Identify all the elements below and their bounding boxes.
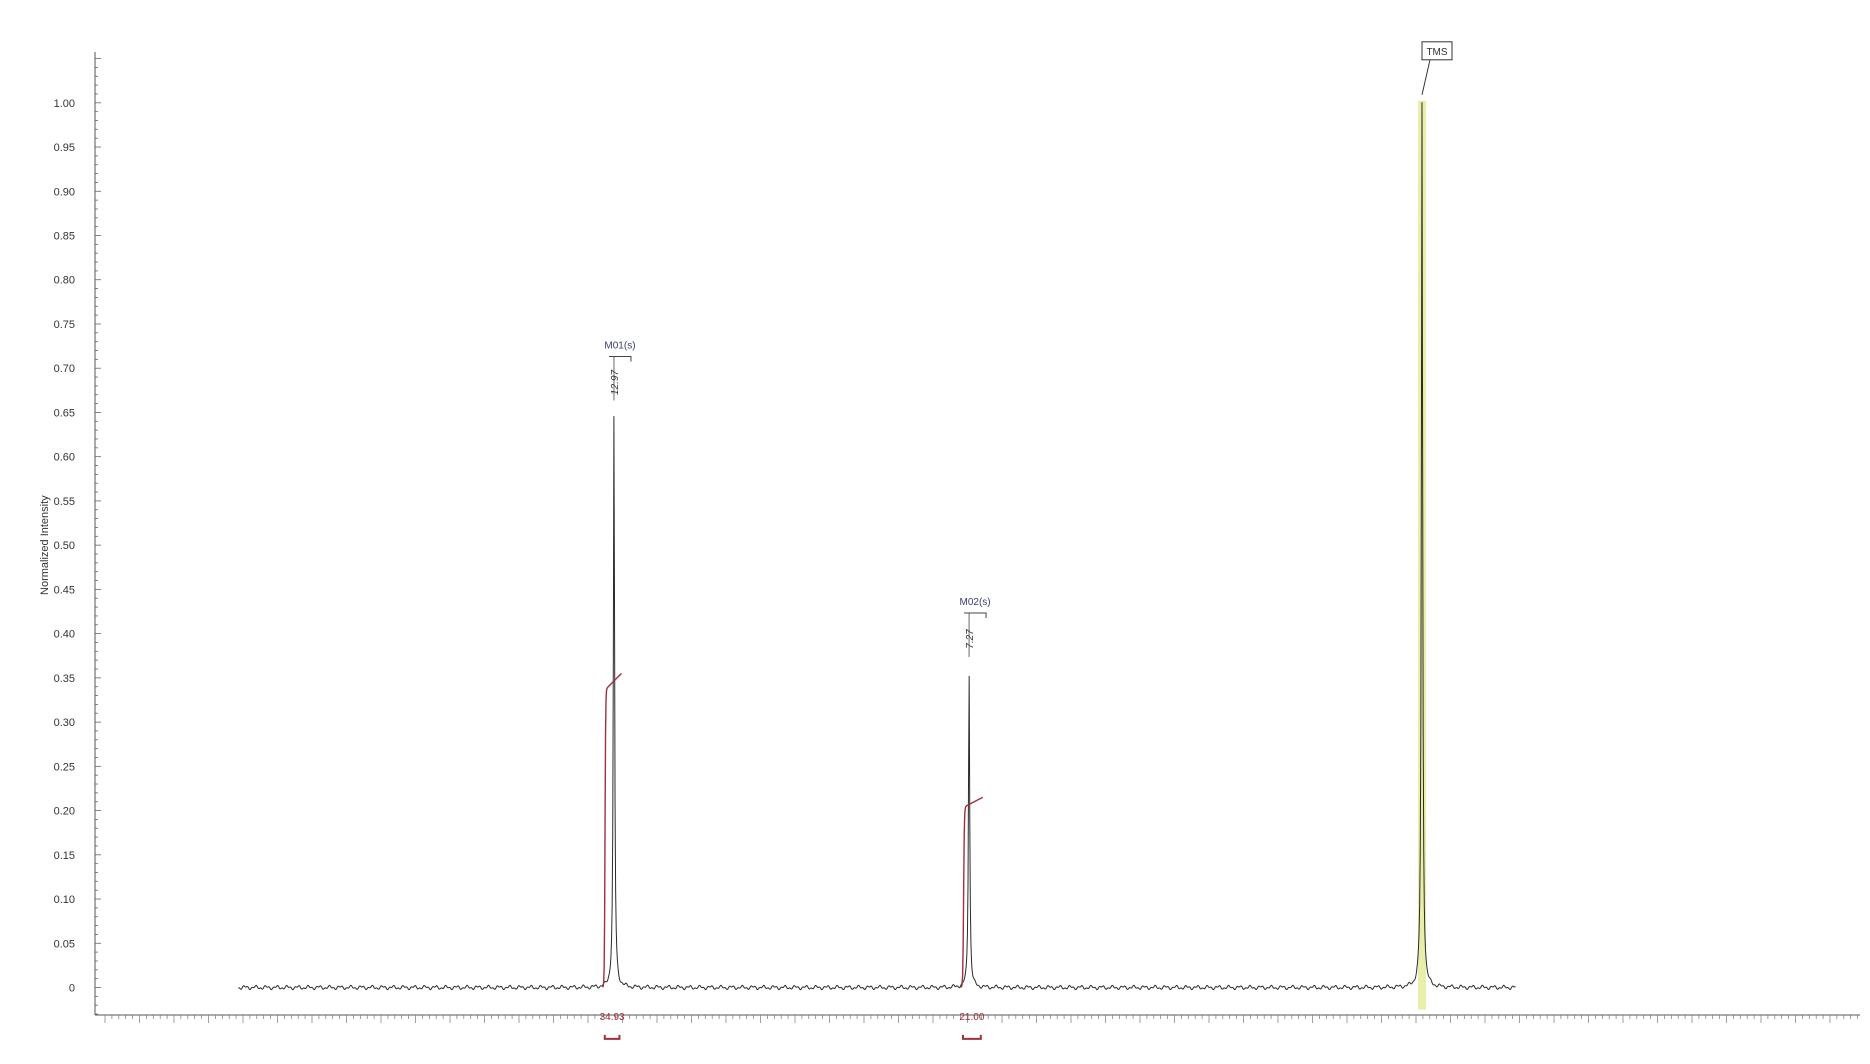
peak-shift-label: 7.27 [965, 629, 976, 649]
multiplet-label: M02(s) [960, 597, 991, 608]
y-tick-label: 0.60 [54, 452, 75, 464]
y-tick-label: 0.35 [54, 673, 75, 685]
y-tick-label: 0.75 [54, 319, 75, 331]
y-tick-label: 0.65 [54, 407, 75, 419]
y-tick-label: 0.55 [54, 496, 75, 508]
multiplet-label: M01(s) [604, 340, 635, 351]
y-tick-label: 0.80 [54, 275, 75, 287]
y-tick-label: 0.95 [54, 142, 75, 154]
tms-label: TMS [1426, 47, 1447, 58]
y-tick-label: 0.05 [54, 938, 75, 950]
tms-leader [1421, 59, 1431, 95]
y-axis-label: Normalized Intensity [39, 495, 51, 595]
y-tick-label: 0.85 [54, 231, 75, 243]
tms-highlight-band [1418, 100, 1426, 1010]
y-tick-label: 0.45 [54, 584, 75, 596]
y-tick-label: 0.90 [54, 186, 75, 198]
y-tick-label: 1.00 [54, 98, 75, 110]
y-tick-label: 0.20 [54, 806, 75, 818]
multiplet-bracket [964, 612, 987, 619]
integral-bracket [603, 1034, 621, 1040]
integral-bracket [961, 1034, 982, 1040]
tms-label-box [1421, 41, 1453, 61]
y-tick-label: 0.10 [54, 894, 75, 906]
integral-curve [602, 672, 622, 988]
y-tick-label: 0.70 [54, 363, 75, 375]
integral-value: 34.93 [600, 1012, 625, 1023]
y-tick-label: 0 [69, 983, 75, 995]
y-tick-label: 0.15 [54, 850, 75, 862]
y-tick-label: 0.50 [54, 540, 75, 552]
multiplet-bracket [608, 355, 632, 362]
integral-value: 21.00 [959, 1012, 984, 1023]
y-tick-label: 0.25 [54, 761, 75, 773]
y-tick-label: 0.40 [54, 629, 75, 641]
spectrum-trace [238, 102, 1516, 991]
peak-shift-label: 12.97 [610, 369, 621, 394]
y-tick-label: 0.30 [54, 717, 75, 729]
integral-curve [960, 796, 984, 988]
